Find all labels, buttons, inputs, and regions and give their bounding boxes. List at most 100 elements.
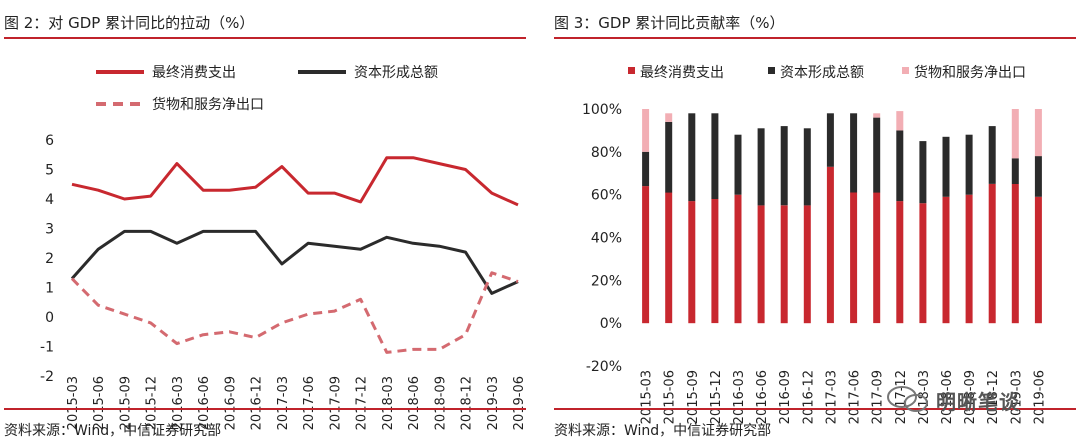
x-tick-label: 2018-09 [963, 370, 978, 424]
series-line [70, 271, 519, 354]
source-rule [4, 408, 526, 410]
legend-label: 货物和服务净出口 [914, 64, 1026, 81]
x-tick-label: 2017-09 [328, 376, 343, 430]
bar-segment [665, 192, 673, 324]
chart-title: 图 2：对 GDP 累计同比的拉动（%） [4, 14, 255, 32]
y-tick-label: -20% [586, 359, 622, 375]
bar-segment [942, 136, 950, 197]
x-tick-label: 2015-06 [92, 376, 107, 430]
x-tick-label: 2017-06 [848, 370, 863, 424]
x-tick-label: 2017-09 [871, 370, 886, 424]
bar-segment [919, 203, 927, 324]
x-tick-label: 2016-12 [250, 376, 265, 430]
bar-segment [826, 166, 834, 324]
wechat-icon [887, 386, 928, 412]
x-tick-label: 2018-03 [381, 376, 396, 430]
watermark-text: 明晰笔谈 [936, 390, 1020, 414]
stacked-bar-chart: 最终消费支出 资本形成总额 货物和服务净出口 100% 80% 60% 40% 20% 0% -2… [582, 64, 1047, 424]
bar-segment [850, 192, 858, 324]
bar-segment [1034, 156, 1042, 197]
source-note: 资料来源：Wind，中信证券研究部 [554, 423, 772, 439]
y-tick-label: 6 [45, 133, 54, 149]
y-tick-label: 60% [591, 188, 622, 204]
legend-label: 最终消费支出 [152, 65, 236, 81]
x-tick-label: 2015-12 [145, 376, 160, 430]
bar-segment [665, 121, 673, 193]
bar-segment [642, 186, 650, 324]
x-tick-label: 2016-06 [197, 376, 212, 430]
legend-label: 货物和服务净出口 [152, 96, 264, 113]
bar-segment [688, 113, 696, 202]
bar-segment [711, 113, 719, 199]
title-rule [554, 37, 1076, 39]
source-rule [554, 408, 1076, 410]
series-line [71, 156, 519, 207]
x-tick-label: 2016-03 [171, 376, 186, 430]
x-tick-label: 2015-06 [663, 370, 678, 424]
x-tick-label: 2015-03 [66, 376, 81, 430]
bar-segment [780, 126, 788, 206]
bar-segment [803, 205, 811, 324]
bar-segment [757, 205, 765, 324]
y-tick-label: 40% [591, 231, 622, 247]
bar-segment [826, 113, 834, 167]
bar-segment [688, 201, 696, 324]
x-tick-label: 2016-09 [223, 376, 238, 430]
y-tick-label: 1 [45, 281, 54, 297]
x-tick-label: 2017-06 [302, 376, 317, 430]
bar-segment [873, 192, 881, 324]
y-tick-label: 0% [600, 316, 622, 332]
y-tick-label: 2 [45, 251, 54, 267]
bar-segment [873, 117, 881, 193]
y-tick-label: -1 [40, 340, 54, 356]
x-tick-label: 2017-12 [355, 376, 370, 430]
chart-panel-left: 图 2：对 GDP 累计同比的拉动（%） 最终消费支出 资本形成总额货物和服务净出… [0, 0, 530, 446]
legend-swatch [768, 67, 775, 74]
legend-label: 资本形成总额 [780, 65, 864, 81]
bar-segment [896, 111, 904, 131]
x-tick-label: 2018-12 [986, 370, 1001, 424]
bar-segment [850, 113, 858, 193]
chart-panel-right: 图 3：GDP 累计同比贡献率（%） 最终消费支出 资本形成总额 货物和服务净出口 1… [550, 0, 1080, 446]
x-tick-label: 2015-12 [709, 370, 724, 424]
bar-segment [1011, 109, 1019, 159]
x-tick-label: 2016-06 [755, 370, 770, 424]
legend-swatch [902, 67, 909, 74]
bar-segment [665, 113, 673, 122]
bar-segment [711, 198, 719, 324]
x-tick-label: 2017-03 [276, 376, 291, 430]
y-tick-label: 80% [591, 145, 622, 161]
y-tick-label: 4 [45, 192, 54, 208]
bar-segment [896, 130, 904, 202]
y-tick-label: 100% [582, 102, 622, 118]
bar-segment [1011, 184, 1019, 324]
bar-segment [988, 184, 996, 324]
x-tick-label: 2019-03 [1009, 370, 1024, 424]
x-tick-label: 2016-12 [801, 370, 816, 424]
y-tick-label: -2 [40, 369, 54, 385]
y-tick-label: 20% [591, 273, 622, 289]
bar-segment [896, 201, 904, 324]
bar-segment [803, 128, 811, 206]
bar-segment [1034, 196, 1042, 324]
y-tick-label: 5 [45, 163, 54, 179]
bar-segment [734, 194, 742, 324]
x-tick-label: 2019-06 [1032, 370, 1047, 424]
bar-segment [1011, 158, 1019, 184]
legend-label: 资本形成总额 [354, 65, 438, 81]
source-note: 资料来源：Wind，中信证券研究部 [4, 423, 222, 439]
x-tick-label: 2017-03 [824, 370, 839, 424]
x-tick-label: 2015-09 [118, 376, 133, 430]
bar-segment [642, 151, 650, 187]
y-tick-label: 3 [45, 222, 54, 238]
x-tick-label: 2016-09 [778, 370, 793, 424]
x-tick-label: 2015-03 [640, 370, 655, 424]
x-tick-label: 2018-06 [407, 376, 422, 430]
bar-segment [734, 134, 742, 195]
y-tick-label: 0 [45, 310, 54, 326]
x-tick-label: 2016-03 [732, 370, 747, 424]
legend-swatch [628, 67, 635, 74]
bar-segment [1034, 109, 1042, 157]
bar-segment [942, 196, 950, 324]
